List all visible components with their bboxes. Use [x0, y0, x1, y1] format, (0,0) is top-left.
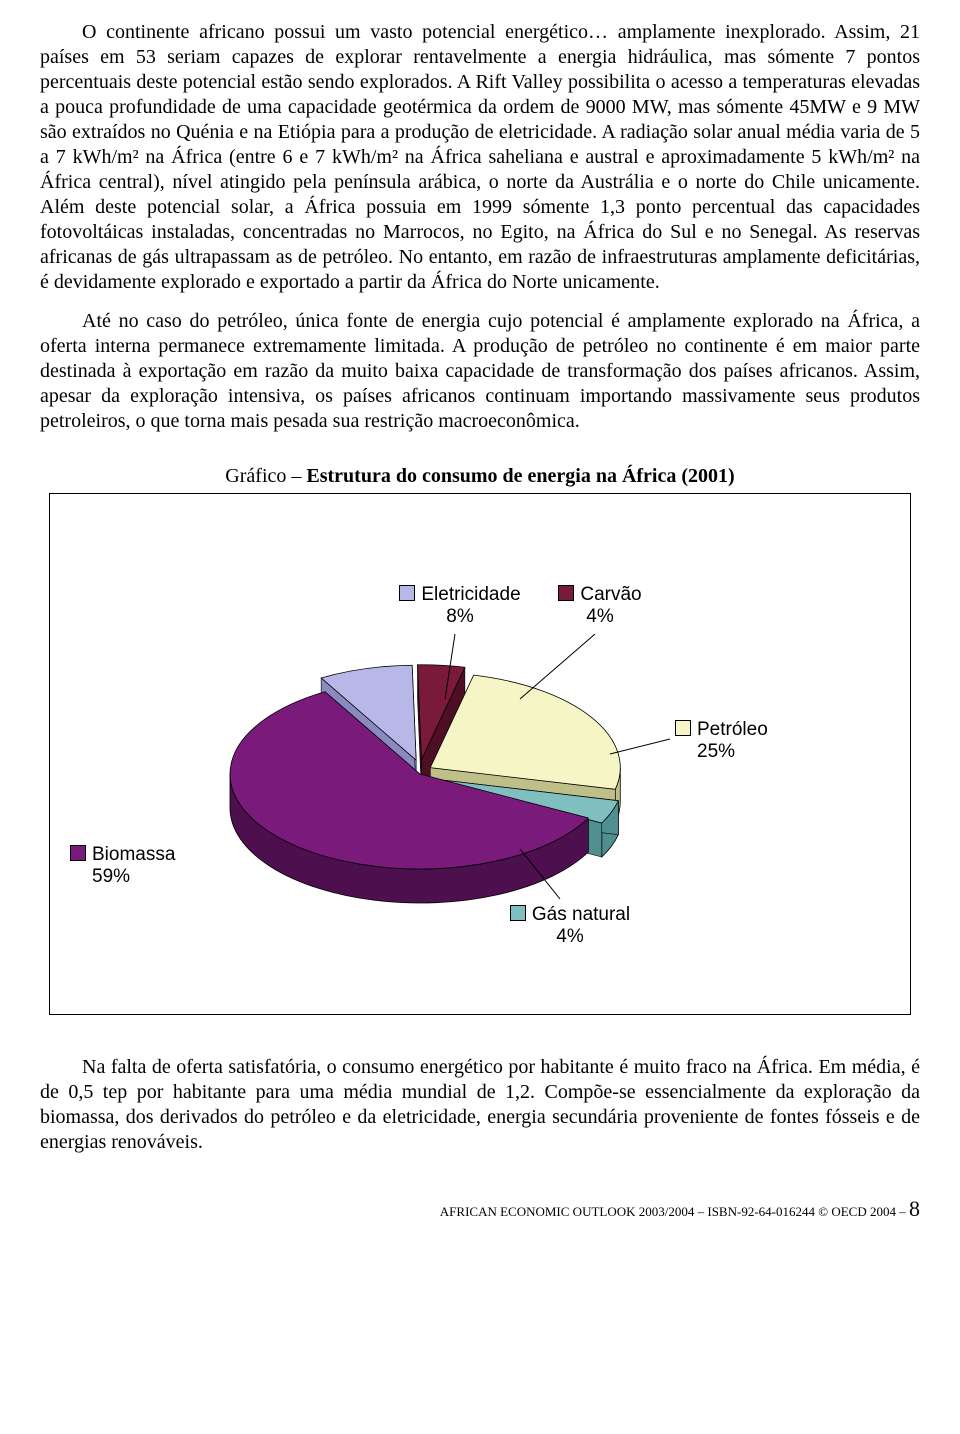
- swatch-petroleo: [675, 720, 691, 736]
- body-paragraph-2: Até no caso do petróleo, única fonte de …: [40, 309, 920, 434]
- energy-pie-chart: Eletricidade 8% Carvão 4% Petróleo 25% G…: [49, 493, 911, 1015]
- swatch-gas: [510, 905, 526, 921]
- footer-text: AFRICAN ECONOMIC OUTLOOK 2003/2004 – ISB…: [440, 1204, 909, 1219]
- caption-prefix: Gráfico –: [225, 465, 306, 487]
- swatch-eletricidade: [399, 585, 415, 601]
- caption-title: Estrutura do consumo de energia na Áfric…: [306, 465, 734, 487]
- body-paragraph-1: O continente africano possui um vasto po…: [40, 20, 920, 295]
- label-biomassa: Biomassa 59%: [70, 844, 190, 888]
- label-petroleo: Petróleo 25%: [675, 719, 785, 763]
- label-carvao: Carvão 4%: [550, 584, 650, 628]
- swatch-carvao: [558, 585, 574, 601]
- swatch-biomassa: [70, 845, 86, 861]
- page-number: 8: [909, 1196, 920, 1221]
- label-gas: Gás natural 4%: [500, 904, 640, 948]
- page-footer: AFRICAN ECONOMIC OUTLOOK 2003/2004 – ISB…: [40, 1195, 920, 1223]
- label-eletricidade: Eletricidade 8%: [395, 584, 525, 628]
- body-paragraph-3: Na falta de oferta satisfatória, o consu…: [40, 1055, 920, 1155]
- chart-caption: Gráfico – Estrutura do consumo de energi…: [40, 464, 920, 489]
